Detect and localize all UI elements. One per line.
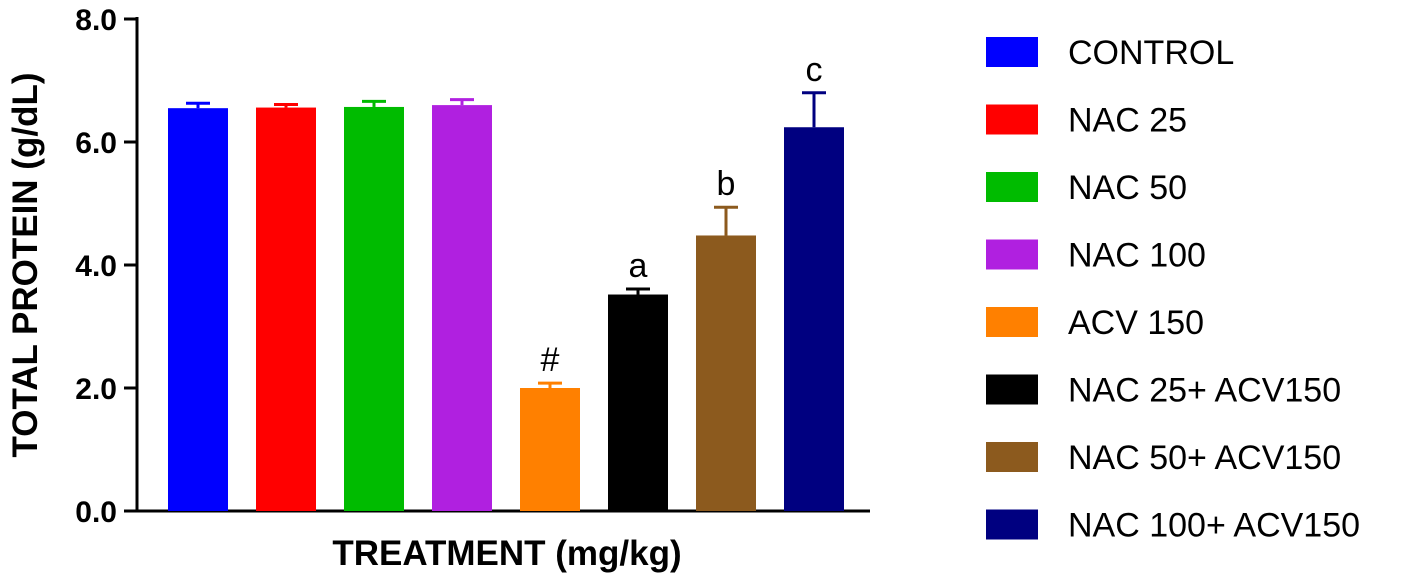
- bar: [520, 388, 580, 511]
- legend: CONTROL NAC 25 NAC 50 NAC 100 ACV 150 NAC 25+…: [986, 34, 1360, 545]
- bar: [256, 107, 316, 511]
- y-tick-label: 2.0: [75, 373, 117, 406]
- legend-label: CONTROL: [1068, 34, 1234, 72]
- legend-swatch: [986, 239, 1038, 270]
- y-tick-label: 4.0: [75, 250, 117, 283]
- y-axis-title: TOTAL PROTEIN (g/dL): [6, 73, 45, 458]
- x-axis-title: TREATMENT (mg/kg): [332, 534, 681, 573]
- y-tick-label: 8.0: [75, 4, 117, 37]
- legend-label: NAC 100: [1068, 237, 1206, 275]
- legend-swatch: [986, 307, 1038, 337]
- significance-label: #: [541, 341, 560, 379]
- y-tick-label: 0.0: [75, 496, 117, 529]
- legend-label: NAC 25: [1068, 102, 1187, 140]
- bar: [696, 235, 756, 512]
- bar: [344, 106, 404, 511]
- bar: [432, 105, 492, 511]
- legend-swatch: [986, 104, 1038, 135]
- significance-label: c: [806, 51, 823, 89]
- legend-swatch: [986, 37, 1038, 67]
- y-tick-label: 6.0: [75, 127, 117, 160]
- significance-label: b: [717, 165, 736, 203]
- legend-swatch: [986, 374, 1038, 405]
- legend-swatch: [986, 442, 1038, 472]
- bar: [608, 294, 668, 511]
- legend-label: NAC 50+ ACV150: [1068, 439, 1341, 477]
- legend-swatch: [986, 172, 1038, 202]
- bar: [784, 127, 844, 512]
- legend-label: NAC 25+ ACV150: [1068, 372, 1341, 410]
- legend-swatch: [986, 509, 1038, 540]
- bar: [168, 108, 228, 512]
- significance-label: a: [629, 247, 648, 285]
- legend-label: NAC 50: [1068, 169, 1187, 207]
- legend-label: ACV 150: [1068, 304, 1204, 342]
- legend-label: NAC 100+ ACV150: [1068, 507, 1360, 545]
